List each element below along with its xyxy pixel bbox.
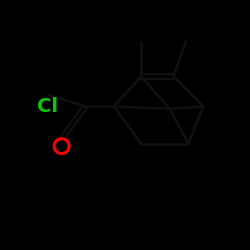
Text: Cl: Cl [37,97,58,116]
